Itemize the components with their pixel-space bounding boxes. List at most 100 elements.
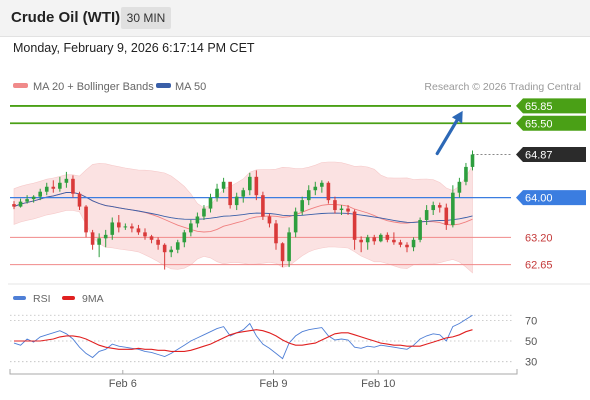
candle-body (189, 223, 193, 233)
rsi-tick-label: 70 (525, 315, 537, 327)
candle-body (372, 237, 377, 242)
candle-body (51, 186, 56, 189)
x-axis-label: Feb 9 (259, 378, 287, 390)
candle-body (379, 234, 383, 242)
candle-body (117, 222, 121, 228)
level-tag-resistance (516, 115, 586, 131)
candle-body (326, 182, 331, 201)
candle-body (365, 237, 370, 243)
candle-body (392, 239, 396, 243)
candle-body (208, 197, 213, 209)
rsi-line (13, 314, 473, 360)
candle-body (287, 232, 291, 262)
ma50-legend-label: MA 50 (175, 81, 206, 93)
level-tag-last (516, 147, 586, 163)
candle-body (424, 210, 429, 220)
ma9-legend-label: 9MA (82, 293, 104, 305)
candle-body (451, 192, 455, 225)
candle-body (12, 204, 16, 207)
candle-body (31, 196, 36, 200)
candle-body (437, 205, 442, 208)
candle-body (320, 182, 324, 187)
x-axis: Feb 6 Feb 9 Feb 10 (9, 369, 518, 390)
candle-body (123, 226, 128, 228)
x-axis-label: Feb 10 (361, 378, 395, 390)
instrument-title: Crude Oil (WTI) (11, 9, 121, 26)
candle-body (444, 207, 449, 225)
candle-body (44, 186, 49, 192)
candle-body (215, 188, 219, 198)
candle-body (306, 190, 311, 201)
candle-body (90, 232, 95, 245)
rsi-ma-line (14, 329, 473, 352)
candle-body (58, 182, 62, 189)
level-tag-label: 65.50 (525, 118, 553, 130)
header-bar: Crude Oil (WTI) 30 MIN (0, 0, 590, 37)
candle-body (77, 193, 82, 207)
candle-body (64, 178, 69, 183)
candle-body (18, 201, 23, 207)
candle-body (274, 223, 278, 244)
candle-body (202, 208, 206, 217)
candlesticks (12, 150, 475, 270)
candle-body (84, 206, 88, 233)
candle-body (228, 181, 232, 206)
candle-body (464, 166, 468, 182)
rsi-legend: RSI 9MA (13, 293, 104, 305)
credit-text: Research © 2026 Trading Central (424, 81, 581, 93)
candle-body (346, 208, 350, 212)
candle-body (267, 216, 272, 224)
candle-body (385, 234, 390, 240)
level-tag-label: 64.87 (525, 150, 553, 162)
level-label-support: 63.20 (525, 232, 553, 244)
candle-body (195, 216, 200, 224)
candle-body (234, 196, 239, 206)
candle-body (457, 181, 462, 193)
moving-averages (13, 192, 473, 233)
price-legend: MA 20 + Bollinger Bands MA 50 Research ©… (13, 81, 581, 93)
candle-body (38, 191, 42, 197)
candle-body (149, 236, 154, 240)
candle-body (261, 195, 265, 217)
forecast-arrow (435, 110, 463, 156)
candle-body (175, 242, 180, 250)
timeframe-button[interactable]: 30 MIN (121, 7, 171, 29)
rsi-panel: 70 50 30 (10, 314, 537, 369)
forecast-arrow-head (451, 110, 463, 124)
candle-body (280, 243, 285, 262)
ma9-legend-swatch (62, 296, 75, 300)
candle-body (241, 190, 246, 197)
ma20-legend-swatch (13, 83, 28, 88)
chart-datetime: Monday, February 9, 2026 6:17:14 PM CET (13, 41, 255, 55)
candle-body (248, 176, 252, 191)
candle-body (136, 228, 141, 233)
bollinger-band-area (13, 161, 473, 274)
level-tag-pivot (516, 190, 586, 206)
rsi-legend-label: RSI (33, 293, 51, 305)
candle-body (25, 199, 29, 202)
candle-body (293, 211, 298, 233)
candle-body (97, 238, 101, 245)
ma50-line (13, 192, 473, 223)
candle-body (339, 208, 344, 211)
candle-body (300, 200, 304, 212)
candle-body (431, 205, 435, 211)
rsi-tick-label: 50 (525, 336, 537, 348)
candle-body (110, 222, 115, 235)
candle-body (162, 244, 167, 253)
x-axis-line (9, 369, 518, 375)
candle-body (221, 181, 226, 189)
rsi-tick-label: 30 (525, 357, 537, 369)
candle-body (254, 176, 259, 196)
level-tag-label: 64.00 (525, 193, 553, 205)
candle-body (398, 242, 403, 245)
ma20-legend-label: MA 20 + Bollinger Bands (33, 81, 154, 93)
candle-body (143, 232, 147, 237)
candle-body (352, 211, 357, 240)
candle-body (182, 232, 187, 243)
candle-body (156, 239, 160, 245)
level-tags: 65.85 65.50 64.87 64.00 63.20 62.65 (516, 98, 586, 272)
candle-body (103, 234, 108, 239)
candle-body (313, 186, 318, 191)
